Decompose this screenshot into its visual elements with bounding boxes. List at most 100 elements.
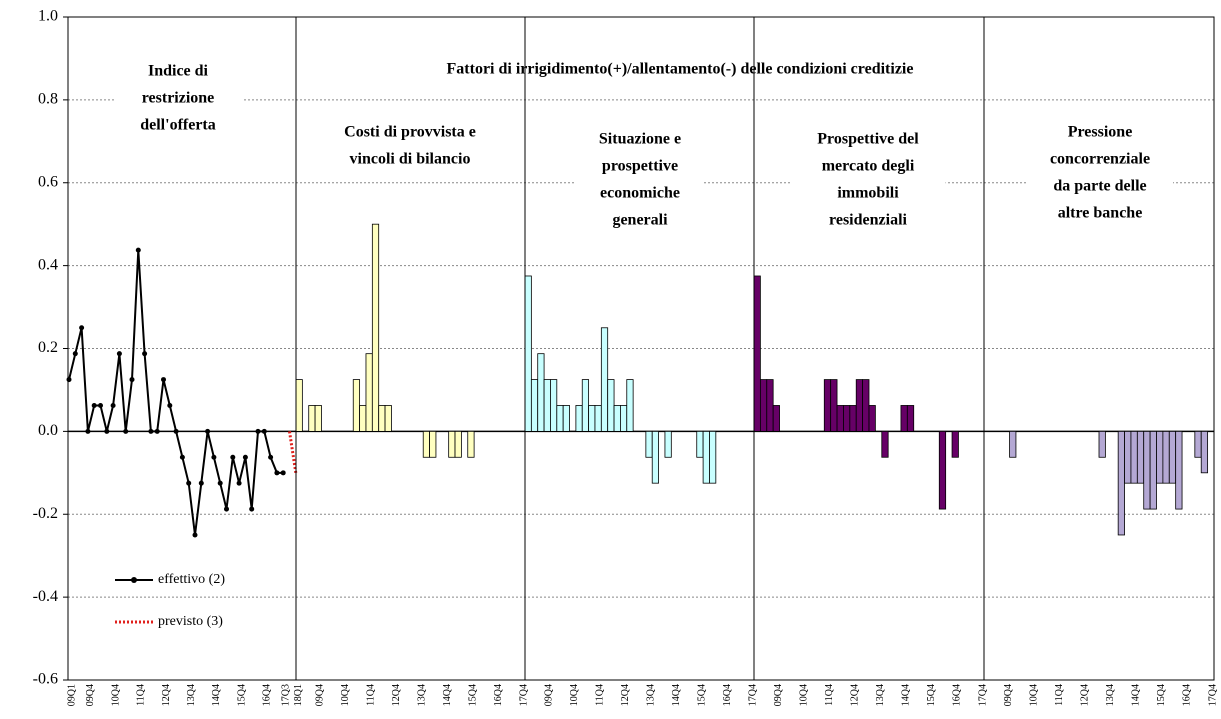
point xyxy=(123,428,129,434)
panel-title: Costi di provvista e xyxy=(344,124,476,141)
bar xyxy=(448,430,456,458)
point xyxy=(98,402,103,408)
x-tick-label: 11Q4 xyxy=(824,684,835,706)
bar xyxy=(359,405,367,432)
title-box xyxy=(576,126,704,234)
point xyxy=(236,480,242,486)
y-tick-label: 0.4 xyxy=(38,256,58,273)
panel-title: Prospettive del xyxy=(817,131,919,148)
point xyxy=(205,428,211,434)
x-tick-label: 10Q4 xyxy=(1028,684,1039,706)
bar xyxy=(709,430,717,484)
x-tick-label: 11Q4 xyxy=(1054,684,1065,706)
bar xyxy=(613,405,621,432)
x-tick-label: 14Q4 xyxy=(1131,684,1142,706)
bar xyxy=(951,430,959,458)
x-tick-label: 15Q4 xyxy=(1156,684,1167,706)
bar xyxy=(314,405,322,432)
bar xyxy=(849,405,857,432)
legend-marker xyxy=(131,577,137,583)
bar xyxy=(1124,430,1132,484)
x-tick-label: 11Q4 xyxy=(595,684,606,706)
panel-title: dell'offerta xyxy=(140,117,216,134)
bar xyxy=(651,430,659,484)
x-tick-label: 09Q4 xyxy=(1003,684,1014,706)
x-tick-label: 16Q4 xyxy=(1182,684,1193,706)
x-tick-label: 13Q4 xyxy=(875,684,886,706)
x-tick-label: 13Q4 xyxy=(1105,684,1116,706)
y-tick-label: -0.4 xyxy=(33,588,58,605)
x-tick-label: 09Q1 xyxy=(66,684,77,706)
bar xyxy=(384,405,392,432)
y-tick-label: -0.6 xyxy=(33,671,58,688)
bar xyxy=(1175,430,1183,510)
point xyxy=(198,480,204,486)
x-tick-label: 12Q4 xyxy=(161,684,172,706)
x-tick-label: 13Q4 xyxy=(417,684,428,706)
x-tick-label: 14Q4 xyxy=(901,684,912,706)
plot-frame xyxy=(67,16,1215,681)
bar xyxy=(1098,430,1106,458)
point xyxy=(211,454,217,460)
legend-label: effettivo (2) xyxy=(158,572,225,587)
bar xyxy=(454,430,462,458)
bar xyxy=(1136,430,1145,484)
x-tick-label: 11Q4 xyxy=(136,684,147,706)
x-tick-label: 14Q4 xyxy=(671,684,682,706)
bar xyxy=(855,379,864,432)
bar xyxy=(594,405,602,432)
x-tick-label: 18Q1 xyxy=(293,684,304,706)
point xyxy=(192,532,198,538)
x-tick-label: 12Q4 xyxy=(391,684,402,706)
bar xyxy=(537,353,545,432)
bar xyxy=(1200,430,1209,474)
bar xyxy=(352,379,361,432)
x-tick-label: 11Q4 xyxy=(366,684,377,706)
bar xyxy=(600,327,609,432)
series-line xyxy=(288,431,298,474)
bar xyxy=(830,379,838,432)
bar xyxy=(1162,430,1170,484)
bar xyxy=(862,379,870,432)
y-tick-label: 1.0 xyxy=(38,8,58,25)
x-tick-label: 12Q4 xyxy=(850,684,861,706)
x-tick-label: 15Q4 xyxy=(926,684,937,706)
bar xyxy=(836,405,844,432)
bar xyxy=(766,379,774,432)
panel-title: da parte delle xyxy=(1053,178,1146,195)
x-tick-label: 17Q4 xyxy=(518,684,529,706)
y-tick-label: 0.2 xyxy=(38,339,58,356)
point xyxy=(242,454,248,460)
x-tick-label: 12Q4 xyxy=(620,684,631,706)
panel-title: concorrenziale xyxy=(1050,151,1150,168)
bar xyxy=(696,430,704,458)
bar xyxy=(753,275,761,432)
panel-title: altre banche xyxy=(1058,205,1143,222)
bar xyxy=(1156,430,1164,484)
point xyxy=(110,402,116,408)
bar xyxy=(607,379,615,432)
header: Fattori di irrigidimento(+)/allentamento… xyxy=(447,61,914,78)
bar xyxy=(562,405,570,432)
bar xyxy=(868,405,876,432)
point xyxy=(186,480,192,486)
point xyxy=(249,506,255,512)
panel-title: prospettive xyxy=(602,158,678,175)
point xyxy=(104,428,110,434)
point xyxy=(230,454,236,460)
x-tick-label: 09Q4 xyxy=(773,684,784,706)
bar xyxy=(938,430,947,510)
bar xyxy=(823,379,832,432)
y-tick-label: -0.2 xyxy=(33,505,58,522)
point xyxy=(148,428,154,434)
x-tick-label: 14Q4 xyxy=(211,684,222,706)
bar xyxy=(843,405,851,432)
panel-title: Pressione xyxy=(1068,124,1133,141)
bar xyxy=(1149,430,1157,510)
title-box xyxy=(114,58,242,139)
bar xyxy=(1117,430,1125,536)
panel-title: economiche xyxy=(600,185,680,202)
bar xyxy=(581,379,590,432)
panel-title: vincoli di bilancio xyxy=(350,151,471,168)
